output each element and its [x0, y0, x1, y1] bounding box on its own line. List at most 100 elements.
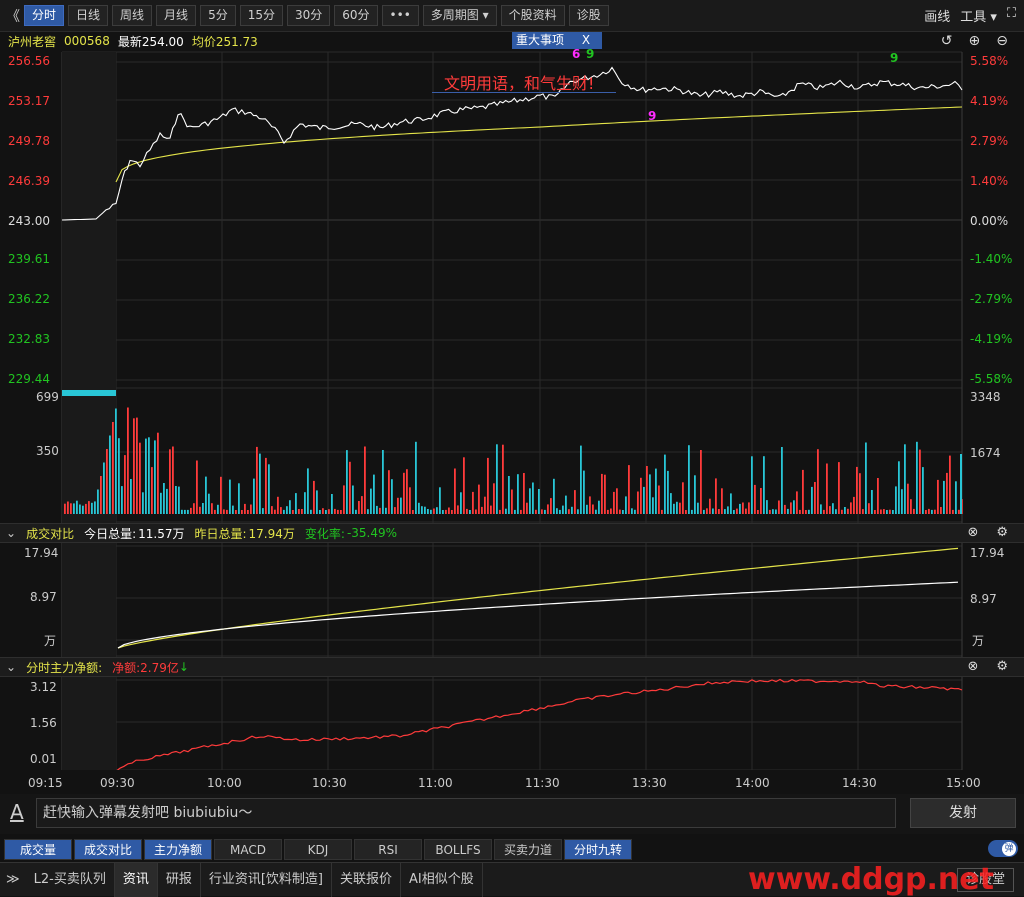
price-tick: 246.39: [8, 174, 50, 188]
volume-bar: [64, 503, 66, 514]
volume-bar: [391, 479, 393, 514]
volume-bar: [868, 503, 870, 514]
volume-bar: [739, 503, 741, 514]
volume-bar: [424, 506, 426, 514]
volume-bar: [112, 422, 114, 514]
compare-axis-right-mid: 8.97: [970, 592, 997, 606]
volume-bar: [778, 500, 780, 514]
tab-5min[interactable]: 5分: [200, 5, 236, 26]
time-tick: 09:15: [28, 776, 63, 790]
volume-bar: [781, 447, 783, 514]
volume-bar: [949, 455, 951, 514]
volume-bar: [370, 488, 372, 514]
tab-30min[interactable]: 30分: [286, 5, 331, 26]
volume-bar: [802, 469, 804, 514]
more-periods-button[interactable]: •••: [381, 5, 419, 26]
tab-l2-queue[interactable]: L2-买卖队列: [26, 862, 115, 897]
tab-volume-compare[interactable]: 成交对比: [74, 838, 142, 860]
multi-period-dropdown[interactable]: 多周期图 ▾: [422, 5, 497, 26]
compare-axis-left-unit: 万: [44, 634, 57, 648]
volume-bar: [571, 506, 573, 514]
volume-bar: [88, 501, 90, 514]
volume-bar: [799, 509, 801, 514]
compare-axis-left-mid: 8.97: [30, 590, 57, 604]
tab-macd[interactable]: MACD: [214, 838, 282, 860]
tab-news[interactable]: 资讯: [114, 862, 158, 897]
volume-bar: [841, 509, 843, 514]
volume-bar: [820, 504, 822, 514]
collapse-icon[interactable]: ⌄: [6, 660, 17, 674]
send-button[interactable]: 发射: [910, 798, 1016, 828]
tab-main-flow[interactable]: 主力净额: [144, 838, 212, 860]
stock-profile-button[interactable]: 个股资料: [500, 5, 565, 26]
volume-bar: [106, 449, 108, 514]
compare-axis-right-top: 17.94: [970, 546, 1005, 560]
tab-bollfs[interactable]: BOLLFS: [424, 838, 492, 860]
volume-bar: [952, 509, 954, 514]
collapse-icon[interactable]: ⌄: [6, 526, 17, 540]
font-style-icon[interactable]: A: [10, 800, 24, 824]
volume-bar: [457, 505, 459, 514]
tab-research[interactable]: 研报: [158, 862, 201, 897]
undo-icon[interactable]: ↺: [940, 33, 953, 49]
tab-volume[interactable]: 成交量: [4, 838, 72, 860]
gear-icon[interactable]: ⚙: [996, 525, 1008, 540]
volume-bar: [502, 444, 504, 514]
volume-bar: [553, 478, 555, 514]
intraday-chart[interactable]: 6 9 9 9: [0, 0, 1024, 770]
tab-rsi[interactable]: RSI: [354, 838, 422, 860]
expand-icon[interactable]: ≫: [6, 872, 20, 887]
volume-bar: [430, 509, 432, 514]
tab-60min[interactable]: 60分: [334, 5, 378, 26]
today-total-value: 11.57万: [138, 526, 185, 541]
tab-nine-turn[interactable]: 分时九转: [564, 838, 632, 860]
yesterday-volume-line: [117, 581, 959, 649]
tools-dropdown[interactable]: 工具 ▾: [960, 10, 997, 25]
fullscreen-icon[interactable]: ⛶: [1006, 6, 1016, 21]
volume-bar: [829, 506, 831, 514]
tab-kdj[interactable]: KDJ: [284, 838, 352, 860]
event-close-icon[interactable]: X: [581, 33, 591, 47]
collapse-arrows-icon[interactable]: 《: [6, 8, 20, 25]
volume-bar: [256, 446, 258, 514]
tab-15min[interactable]: 15分: [239, 5, 283, 26]
tab-intraday[interactable]: 分时: [24, 5, 65, 26]
tab-monthly[interactable]: 月线: [156, 5, 197, 26]
volume-bar: [544, 509, 546, 514]
danmaku-input[interactable]: 赶快输入弹幕发射吧 biubiubiu～: [36, 798, 896, 828]
price-line: [61, 66, 963, 221]
close-icon[interactable]: ⊗: [967, 659, 979, 674]
volume-bar: [352, 485, 354, 514]
volume-bar: [847, 508, 849, 514]
zoom-out-icon[interactable]: ⊖: [996, 33, 1008, 49]
time-tick: 13:30: [632, 776, 667, 790]
danmaku-toggle[interactable]: 弹: [988, 840, 1018, 857]
tab-weekly[interactable]: 周线: [112, 5, 153, 26]
tab-diagnose-hall[interactable]: 诊股堂: [956, 868, 1014, 892]
volume-bar: [100, 476, 102, 514]
tab-buy-sell-force[interactable]: 买卖力道: [494, 838, 562, 860]
zoom-in-icon[interactable]: ⊕: [968, 33, 981, 49]
volume-bar: [466, 508, 468, 514]
volume-bar: [484, 496, 486, 514]
draw-line-button[interactable]: 画线: [924, 10, 951, 25]
nine-turn-mark: 9: [648, 109, 656, 123]
volume-bar: [556, 508, 558, 514]
volume-bar: [325, 510, 327, 514]
volume-bar: [532, 482, 534, 514]
tab-ai-similar[interactable]: AI相似个股: [401, 862, 483, 897]
volume-bar: [388, 470, 390, 514]
tab-daily[interactable]: 日线: [68, 5, 109, 26]
tab-industry-news[interactable]: 行业资讯[饮料制造]: [201, 862, 333, 897]
volume-bars: [62, 390, 963, 514]
tab-related-quotes[interactable]: 关联报价: [332, 862, 402, 897]
diagnose-button[interactable]: 诊股: [568, 5, 609, 26]
bottom-info-tabs: ≫ L2-买卖队列 资讯 研报 行业资讯[饮料制造] 关联报价 AI相似个股 诊…: [0, 862, 1024, 897]
volume-bar: [901, 489, 903, 514]
volume-bar: [775, 509, 777, 514]
volume-bar: [433, 508, 435, 514]
volume-bar: [751, 456, 753, 514]
gear-icon[interactable]: ⚙: [996, 659, 1008, 674]
event-tag[interactable]: 重大事项 X: [512, 32, 603, 49]
close-icon[interactable]: ⊗: [967, 525, 979, 540]
